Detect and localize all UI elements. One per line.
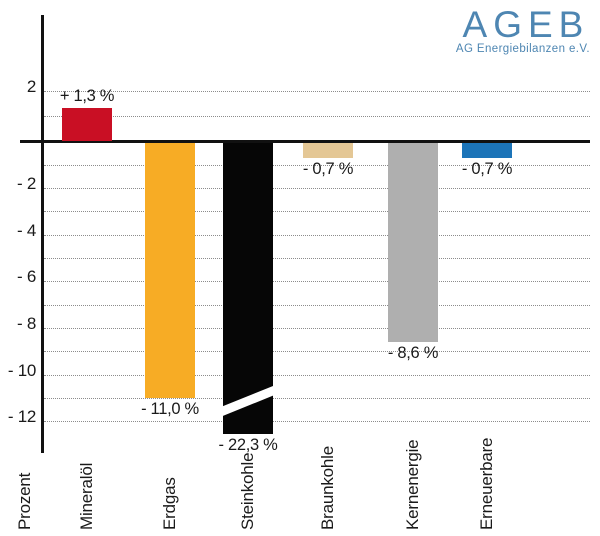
category-label-2: Steinkohle (238, 452, 257, 530)
logo-title: AGEB (462, 4, 590, 45)
category-label-0: Mineralöl (77, 462, 96, 530)
axis-break-slash (223, 382, 273, 419)
value-label-1: - 11,0 % (141, 399, 199, 418)
y-tick-label: 2 (26, 76, 36, 96)
y-tick-label: - 6 (17, 267, 36, 287)
gridline (44, 421, 590, 423)
gridline (44, 90, 590, 92)
category-label-3: Braunkohle (318, 445, 337, 530)
y-axis-title: Prozent (15, 472, 34, 530)
gridline (44, 116, 590, 117)
gridline (44, 164, 590, 166)
value-label-0: + 1,3 % (59, 87, 115, 106)
y-axis-line (41, 15, 44, 453)
value-label-5: - 0,7 % (461, 159, 513, 178)
bar-0 (62, 108, 112, 142)
ageb-logo: AGEB AG Energiebilanzen e.V. (456, 6, 590, 56)
y-tick-label: - 2 (17, 174, 36, 194)
gridline (44, 234, 590, 236)
category-label-4: Kernenergie (403, 439, 422, 530)
bar-2 (223, 143, 273, 434)
gridline (44, 281, 590, 283)
gridline (44, 327, 590, 329)
category-label-1: Erdgas (160, 477, 179, 530)
y-tick-label: - 10 (7, 360, 36, 380)
value-label-3: - 0,7 % (302, 159, 354, 178)
y-tick-label: - 8 (17, 313, 36, 333)
bar-3 (303, 143, 353, 158)
y-tick-label: - 12 (7, 407, 36, 427)
gridline (44, 211, 590, 213)
value-label-2: - 22,3 % (218, 435, 278, 454)
value-label-4: - 8,6 % (387, 343, 439, 362)
gridline (44, 188, 590, 190)
category-label-5: Erneuerbare (477, 437, 496, 530)
gridline (44, 397, 590, 399)
bar-1 (145, 143, 195, 398)
bar-4 (388, 143, 438, 342)
gridline (44, 374, 590, 376)
gridline (44, 351, 590, 353)
gridline (44, 258, 590, 259)
gridline (44, 304, 590, 306)
logo-subtitle: AG Energiebilanzen e.V. (455, 43, 590, 55)
zero-baseline (20, 140, 590, 143)
y-tick-label: - 4 (17, 220, 36, 240)
bar-5 (462, 143, 512, 158)
